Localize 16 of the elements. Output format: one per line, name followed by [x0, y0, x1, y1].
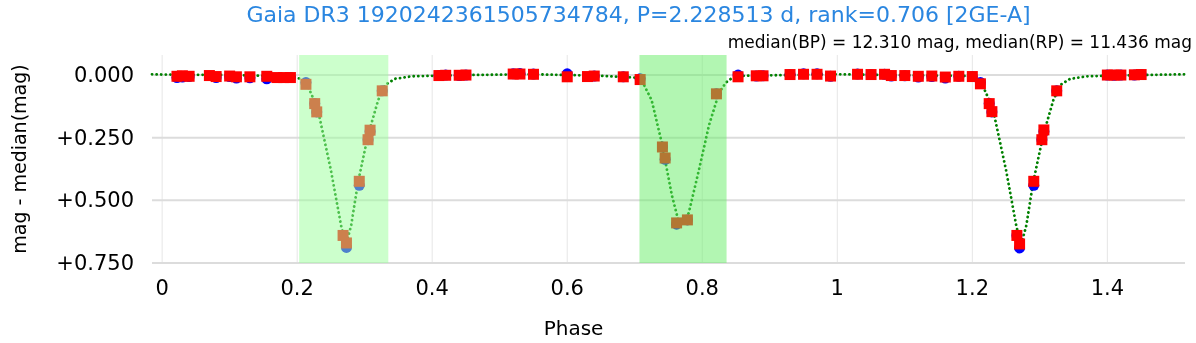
x-tick-label: 0.6 [550, 276, 584, 300]
chart-title: Gaia DR3 1920242361505734784, P=2.228513 d, rank=0.706 [2GE-A] [246, 2, 1031, 27]
x-tick-label: 0 [155, 276, 169, 300]
x-tick-label: 0.4 [415, 276, 449, 300]
x-tick-label: 1.2 [955, 276, 990, 300]
y-axis-title: mag - median(mag) [8, 64, 30, 254]
x-tick-label: 0.8 [685, 276, 719, 300]
y-tick-label: +0.750 [56, 251, 134, 275]
y-tick-label: +0.250 [56, 125, 134, 150]
y-tick-label: +0.500 [56, 188, 134, 213]
x-axis-title: Phase [543, 316, 604, 340]
x-tick-label: 0.2 [280, 276, 314, 300]
chart-subtitle: median(BP) = 12.310 mag, median(RP) = 11.436 mag [727, 32, 1192, 52]
x-tick-label: 1.4 [1090, 276, 1125, 300]
x-tick-label: 1 [830, 276, 844, 300]
y-tick-label: 0.000 [73, 63, 134, 88]
